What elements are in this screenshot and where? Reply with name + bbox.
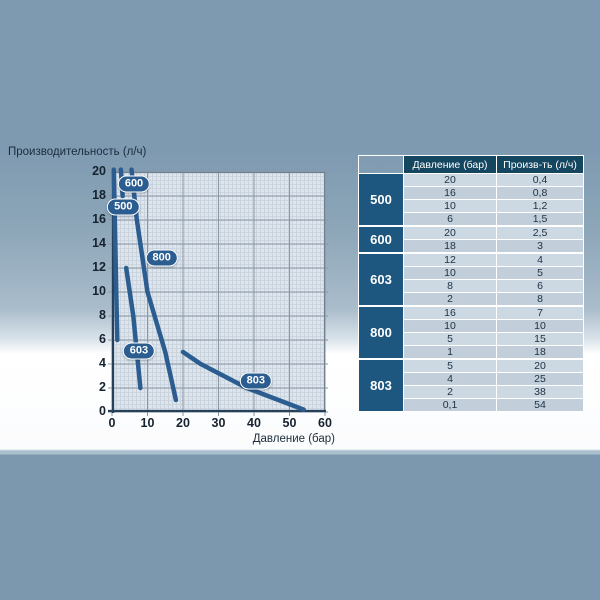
pressure-value: 0,1 [403,398,497,412]
specs-table: Давление (бар) Произв-ть (л/ч) 500 20 0,4 1… [358,155,584,412]
flow-value: 0,4 [496,173,584,187]
pressure-value: 5 [403,358,497,373]
x-tick-label: 20 [176,416,190,430]
flow-value: 18 [496,345,584,360]
table-row: 1 18 [359,345,584,360]
x-tick-label: 10 [140,416,155,430]
table-row: 600 20 2,5 [358,225,584,254]
table-row: 500 20 0,4 [358,173,584,227]
model-cell-500: 500 [358,173,404,227]
table-row: 0,1 54 [359,398,584,412]
pressure-value: 18 [403,239,497,254]
table-row: 4 25 [359,372,584,386]
model-cell-600: 600 [358,225,404,254]
x-tick-label: 0 [108,416,116,430]
y-tick-label: 12 [92,260,106,274]
model-cell-603: 603 [358,252,404,307]
curve-500 [111,167,120,343]
pressure-value: 4 [403,372,497,386]
pressure-value: 2 [403,385,497,399]
pressure-value: 10 [403,319,497,333]
pressure-value: 10 [403,266,497,280]
flow-value: 10 [496,319,584,333]
flow-value: 7 [496,305,584,320]
table-row: 603 12 4 [358,252,584,307]
model-cell-800: 800 [358,305,404,360]
x-tick-label: 30 [211,416,226,430]
flow-value: 54 [496,398,584,412]
pressure-value: 1 [403,345,497,360]
table-corner-spacer [358,155,404,174]
curve-badge-600: 600 [117,175,151,193]
x-axis-title: Давление (бар) [252,433,335,445]
flow-value: 15 [496,332,584,346]
flow-value: 25 [496,372,584,386]
y-axis-title: Производительность (л/ч) [8,146,147,158]
table-row: 10 10 [359,319,584,333]
col-header-flow: Произв-ть (л/ч) [496,155,584,174]
y-tick-label: 10 [92,284,106,298]
flow-value: 8 [496,292,584,307]
x-tick-label: 50 [282,416,297,430]
x-tick-label: 40 [247,416,261,430]
curve-badge-800: 800 [145,249,178,267]
curve-603 [123,265,143,391]
y-tick-label: 8 [99,308,106,322]
flow-value: 0,8 [496,186,584,200]
flow-value: 38 [496,385,584,399]
pressure-value: 5 [403,332,497,346]
table-row: 2 38 [359,385,584,399]
curve-badge-803: 803 [239,372,272,390]
pressure-value: 8 [403,279,497,293]
y-tick-label: 18 [92,188,106,202]
pressure-value: 20 [403,225,497,240]
pressure-value: 10 [403,199,497,213]
model-cell-803: 803 [358,358,404,412]
chart-canvas [108,167,328,416]
flow-value: 4 [496,252,584,267]
table-row: 18 3 [359,239,584,254]
curve-badge-603: 603 [122,342,156,360]
table-row: 5 15 [359,332,584,346]
y-tick-label: 6 [99,332,106,346]
pressure-value: 2 [403,292,497,307]
y-tick-label: 14 [92,236,106,250]
pressure-value: 16 [403,186,497,200]
pressure-value: 20 [403,173,497,187]
y-tick-label: 0 [99,404,106,418]
pressure-value: 6 [403,212,497,227]
y-tick-label: 16 [92,212,106,226]
flow-value: 20 [496,358,584,373]
flow-value: 2,5 [496,225,584,240]
table-row: 10 1,2 [359,199,584,213]
col-header-pressure: Давление (бар) [403,155,497,174]
flow-value: 1,2 [496,199,584,213]
pressure-value: 16 [403,305,497,320]
table-row: 803 5 20 [358,358,584,412]
curve-803 [180,349,306,412]
x-tick-label: 60 [318,416,332,430]
curve-badge-500: 500 [107,198,140,216]
flow-value: 1,5 [496,212,584,227]
plot-area: 500 600 800 603 803 [107,167,328,416]
y-tick-label: 4 [99,356,106,370]
flow-value: 5 [496,266,584,280]
table-row: 800 16 7 [358,305,584,360]
y-tick-label: 20 [92,164,106,178]
flow-value: 3 [496,239,584,254]
y-tick-label: 2 [99,380,106,394]
flow-value: 6 [496,279,584,293]
pressure-value: 12 [403,252,497,267]
